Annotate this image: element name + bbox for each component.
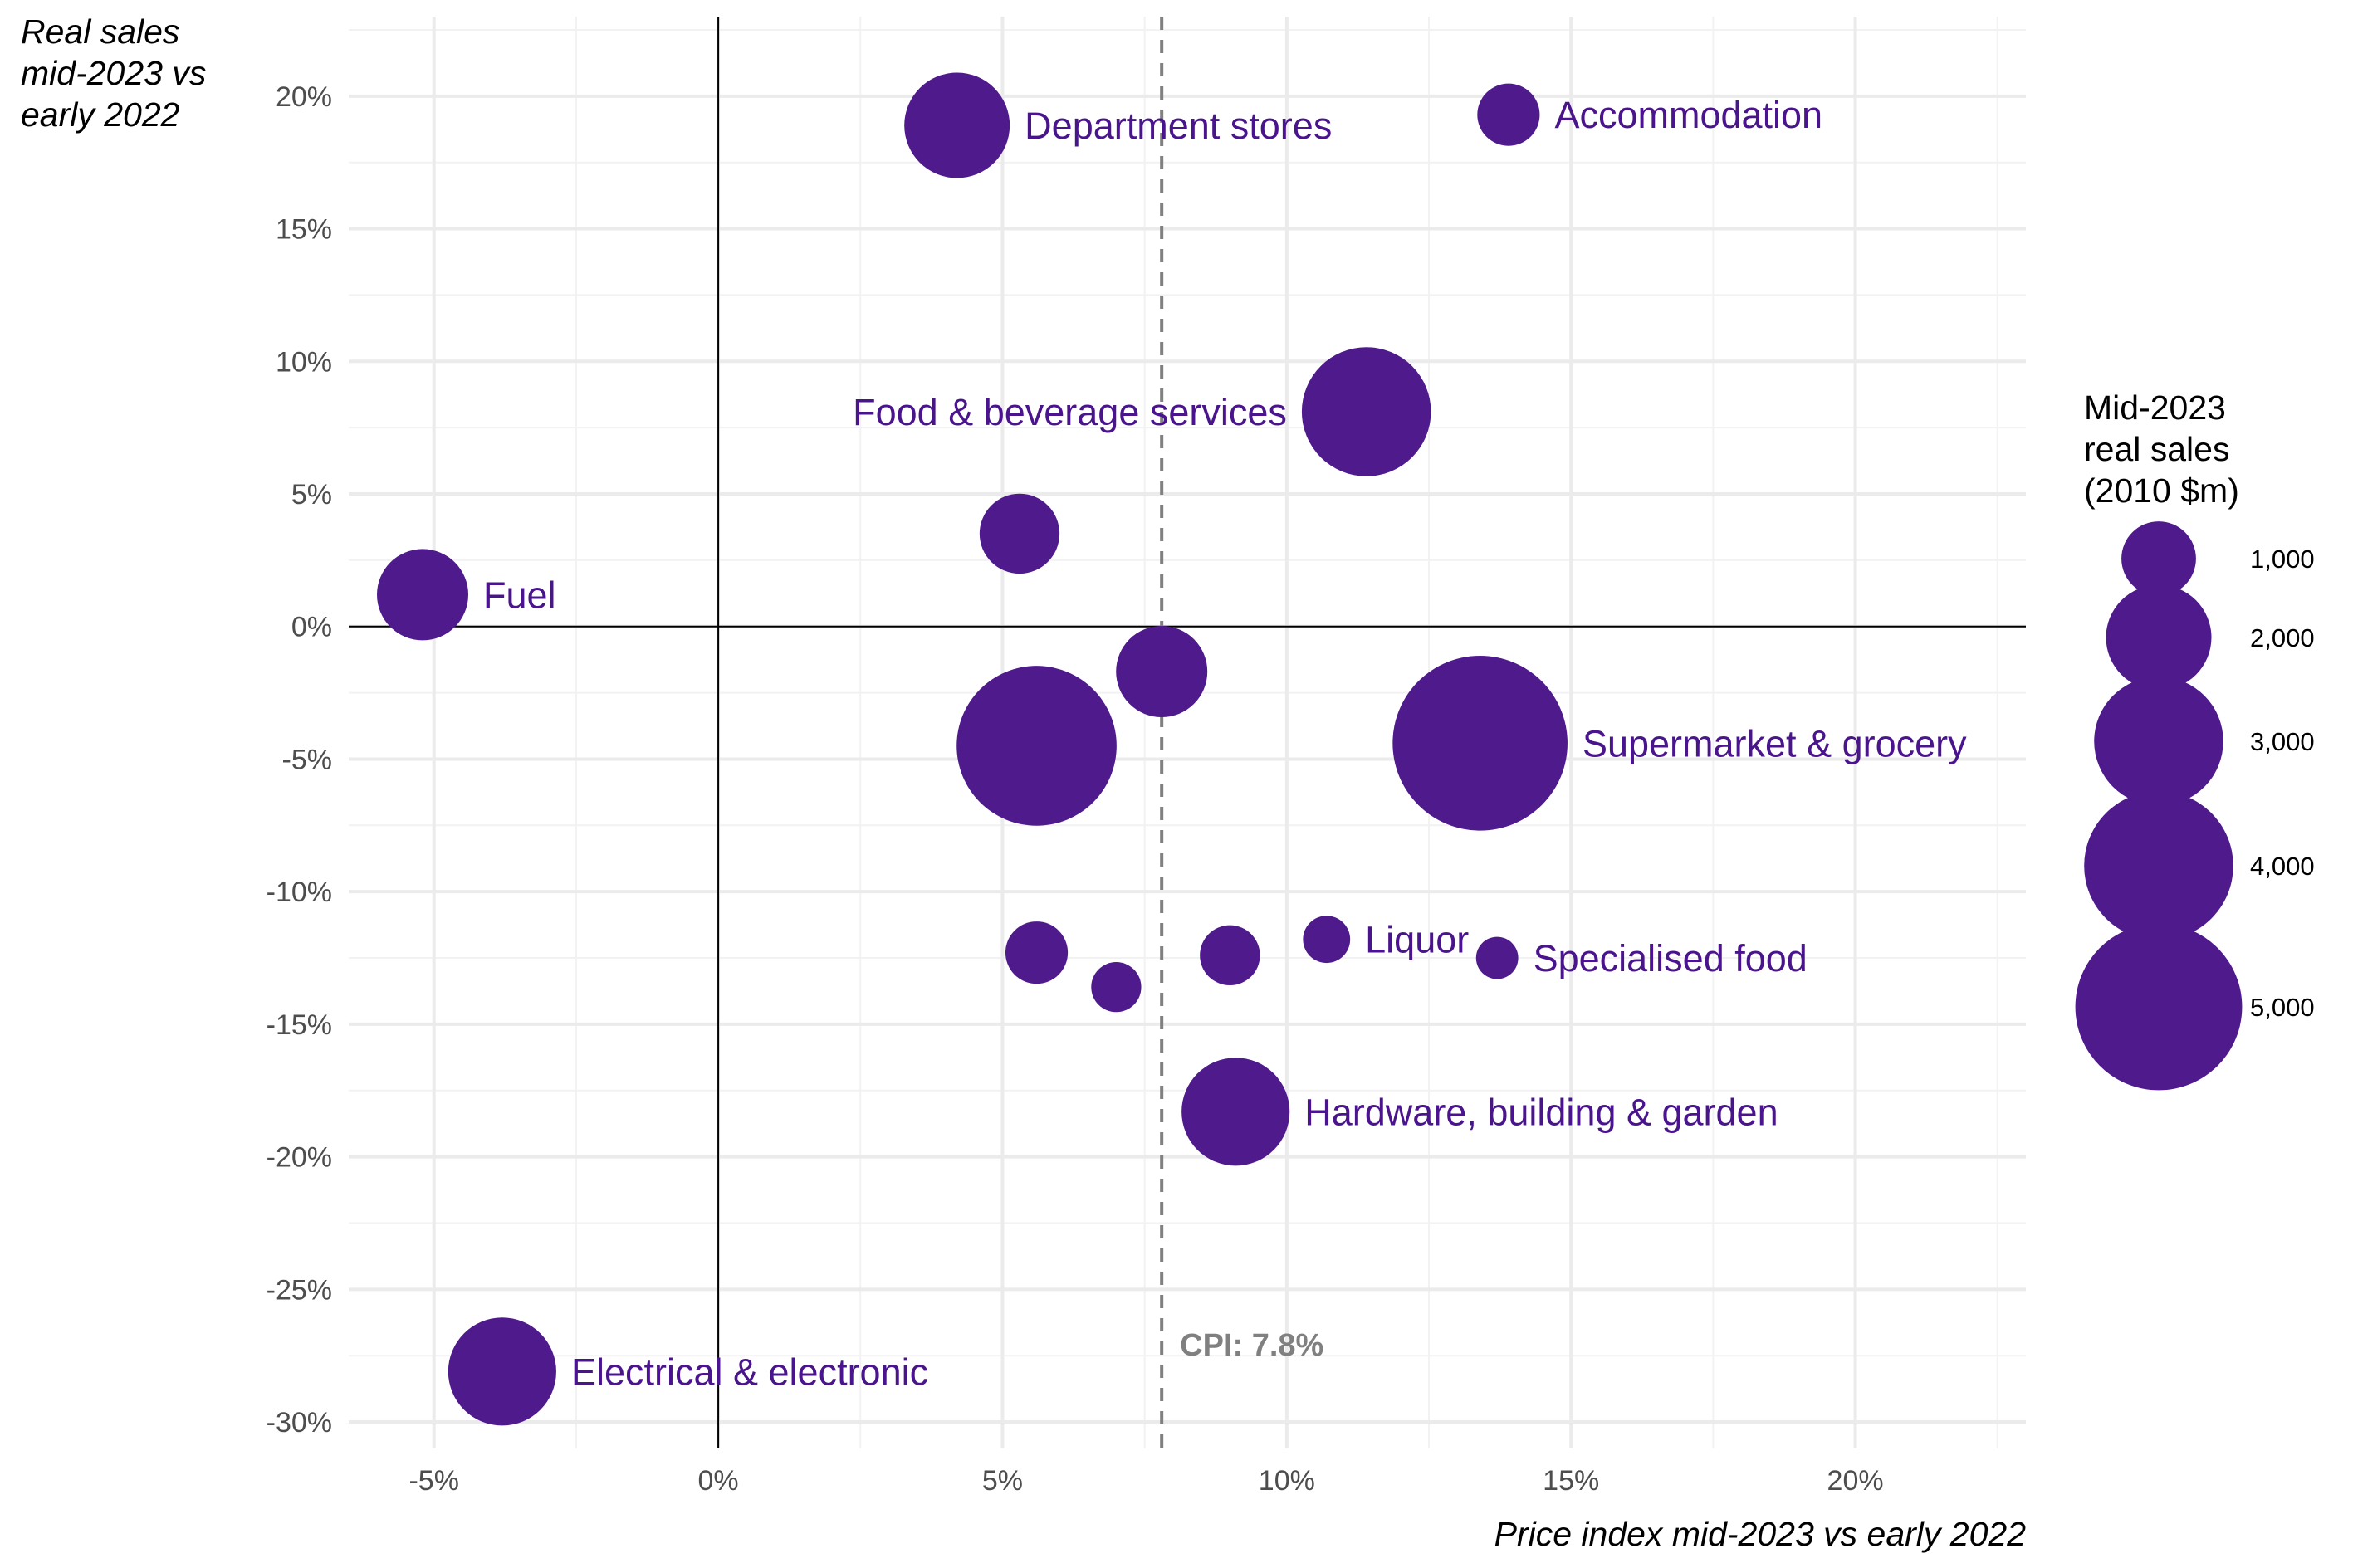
data-point	[1301, 347, 1431, 476]
x-tick-label: 5%	[982, 1465, 1023, 1497]
x-tick-label: 0%	[698, 1465, 739, 1497]
legend-title: Mid-2023 real sales (2010 $m)	[2084, 388, 2239, 510]
y-axis-title: Real sales mid-2023 vs early 2022	[21, 12, 206, 134]
y-tick-label: 0%	[291, 612, 332, 643]
point-label: Accommodation	[1554, 94, 1822, 136]
legend-swatch	[2106, 584, 2212, 691]
size-legend: Mid-2023 real sales (2010 $m) 1,000 2,000 3,…	[2075, 388, 2315, 1091]
y-tick-label: -20%	[267, 1142, 332, 1174]
x-tick-label: -5%	[408, 1465, 458, 1497]
legend-title-line: Mid-2023	[2084, 388, 2226, 427]
data-point	[904, 72, 1010, 178]
y-axis-title-line: mid-2023 vs	[21, 54, 206, 92]
data-point	[1477, 83, 1540, 146]
y-tick-label: 10%	[276, 346, 332, 378]
y-tick-label: -15%	[267, 1009, 332, 1041]
legend-label: 5,000	[2250, 993, 2315, 1022]
y-tick-label: 15%	[276, 214, 332, 246]
x-tick-label: 20%	[1827, 1465, 1884, 1497]
data-point	[1392, 655, 1568, 831]
y-tick-label: -10%	[267, 877, 332, 908]
grid-lines	[349, 17, 2026, 1448]
x-tick-label: 10%	[1259, 1465, 1315, 1497]
point-label: Hardware, building & garden	[1304, 1091, 1778, 1133]
legend-label: 4,000	[2250, 852, 2315, 881]
x-axis-ticks: -5% 0% 5% 10% 15% 20%	[408, 1465, 1883, 1497]
legend-label: 3,000	[2250, 727, 2315, 756]
data-point	[1091, 962, 1142, 1013]
y-tick-label: 5%	[291, 479, 332, 510]
legend-entries: 1,000 2,000 3,000 4,000 5,000	[2075, 521, 2315, 1091]
data-point	[1200, 925, 1260, 986]
y-axis-title-line: Real sales	[21, 12, 179, 51]
legend-swatch	[2121, 521, 2196, 596]
reference-lines	[349, 17, 2026, 1448]
data-point	[1475, 936, 1519, 979]
y-axis-title-line: early 2022	[21, 95, 180, 134]
legend-swatch	[2075, 923, 2243, 1091]
legend-title-line: real sales	[2084, 430, 2229, 468]
point-label: Supermarket & grocery	[1583, 722, 1967, 764]
point-label: Electrical & electronic	[571, 1351, 928, 1393]
point-labels: Department stores Accommodation Food & bev…	[483, 94, 1967, 1393]
legend-label: 1,000	[2250, 545, 2315, 574]
y-tick-label: -5%	[282, 744, 332, 775]
data-point	[979, 493, 1060, 574]
data-point	[1005, 921, 1069, 984]
y-tick-label: 20%	[276, 81, 332, 113]
x-tick-label: 15%	[1543, 1465, 1599, 1497]
point-label: Liquor	[1365, 919, 1469, 961]
y-tick-label: -30%	[267, 1407, 332, 1439]
data-point	[1303, 916, 1351, 964]
point-label: Department stores	[1025, 105, 1332, 147]
data-point	[956, 666, 1117, 826]
legend-swatch	[2084, 791, 2233, 940]
cpi-annotation: CPI: 7.8%	[1180, 1328, 1323, 1363]
data-points	[377, 72, 1568, 1426]
data-point	[448, 1317, 556, 1426]
data-point	[1116, 626, 1208, 718]
point-label: Food & beverage services	[853, 391, 1287, 433]
point-label: Specialised food	[1534, 937, 1808, 979]
data-point	[1181, 1058, 1290, 1166]
legend-label: 2,000	[2250, 623, 2315, 652]
y-axis-ticks: 20% 15% 10% 5% 0% -5% -10% -15% -20% -25% -30%	[267, 81, 332, 1439]
data-point	[377, 549, 469, 641]
legend-swatch	[2094, 677, 2223, 806]
y-tick-label: -25%	[267, 1274, 332, 1306]
point-label: Fuel	[483, 574, 556, 616]
legend-title-line: (2010 $m)	[2084, 471, 2239, 510]
x-axis-title: Price index mid-2023 vs early 2022	[1494, 1515, 2027, 1553]
